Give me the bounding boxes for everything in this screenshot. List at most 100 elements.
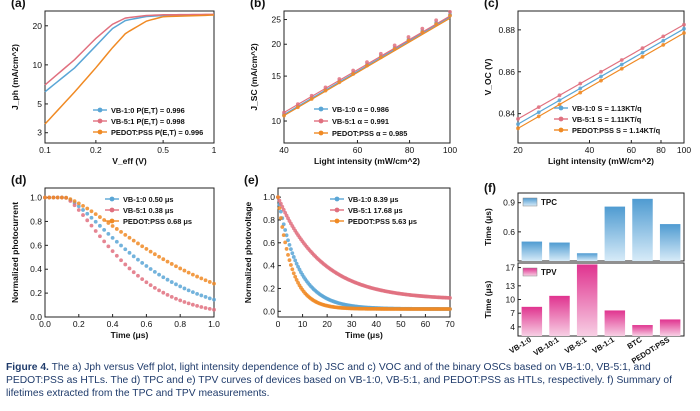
panel-label-c: (c): [484, 0, 499, 10]
data-point-d-2-54: [157, 254, 161, 259]
data-point-e-2-8: [287, 258, 292, 263]
data-point-b-2-2: [309, 97, 314, 101]
data-point-e-1-5: [283, 210, 288, 215]
data-point-d-0-56: [161, 275, 166, 280]
data-point-e-1-120: [448, 296, 452, 300]
data-point-d-0-44: [136, 257, 140, 262]
data-point-d-2-8: [60, 195, 64, 200]
y-tick-label-b-3: 25: [272, 15, 282, 25]
data-point-d-1-34: [114, 253, 119, 258]
data-point-d-2-32: [110, 224, 115, 228]
legend-swatch-f-tpc: [522, 197, 538, 207]
data-point-d-1-62: [174, 296, 178, 301]
data-point-d-0-60: [169, 280, 174, 284]
legend-swatch-f-tpv: [522, 267, 538, 277]
x-tick-label-e-3: 30: [347, 319, 357, 329]
data-point-d-1-80: [212, 307, 216, 312]
data-point-b-1-4: [337, 77, 342, 81]
y-tick-label-c-0: 0.84: [498, 109, 515, 119]
x-tick-label-f-1: VB-10:1: [532, 335, 561, 358]
y-tick-label-b-0: 10: [272, 116, 282, 126]
y-tick-label-e-2: 0.4: [263, 261, 275, 271]
panel-label-d: (d): [11, 173, 26, 187]
x-axis-label-c: Light intensity (mW/cm^2): [548, 156, 654, 166]
data-point-d-2-52: [152, 252, 157, 257]
data-point-b-1-12: [448, 10, 452, 14]
x-axis-label-e: Time (μs): [345, 330, 383, 340]
data-point-d-1-40: [127, 266, 132, 271]
legend-marker-b-0: [318, 106, 324, 112]
y-tick-label-e-1: 0.2: [263, 283, 275, 293]
data-point-d-1-70: [190, 302, 195, 307]
data-point-d-1-24: [93, 229, 98, 233]
legend-entry-c-2: PEDOT:PSS S = 1.14KT/q: [572, 126, 661, 135]
x-tick-label-f-3: VB-1:1: [591, 335, 617, 356]
data-point-d-2-62: [174, 264, 178, 269]
data-point-c-1-5: [619, 58, 624, 62]
data-point-b-1-0: [282, 110, 286, 115]
x-axis-label-a: V_eff (V): [112, 156, 147, 166]
data-point-b-1-11: [434, 18, 439, 23]
data-point-d-1-22: [89, 223, 94, 228]
data-point-d-0-74: [199, 293, 204, 298]
data-point-d-0-78: [207, 296, 212, 301]
bar-tpc-vb-5-1: [576, 253, 598, 261]
data-point-d-2-2: [47, 195, 52, 200]
data-point-c-2-2: [557, 102, 562, 107]
data-point-d-0-70: [190, 290, 195, 295]
y-tick-label-d-1: 0.2: [30, 288, 42, 298]
plot-frame-b: [283, 10, 451, 144]
x-tick-label-d-2: 0.4: [107, 319, 119, 329]
legend-entry-d-0: VB-1:0 0.50 μs: [123, 195, 174, 204]
data-point-e-0-6: [284, 233, 289, 238]
data-point-d-1-68: [186, 301, 191, 306]
y-tick-label-d-4: 0.8: [30, 216, 42, 226]
data-point-c-0-5: [619, 62, 624, 67]
data-point-c-2-8: [682, 31, 686, 35]
plot-frame-d: [44, 187, 215, 318]
x-tick-label-c-0: 20: [513, 145, 523, 155]
data-point-c-2-6: [640, 54, 645, 59]
data-point-c-1-6: [640, 46, 645, 51]
y-tick-label-e-4: 0.8: [263, 215, 275, 225]
y-axis-label-b: J_SC (mA/cm^2): [249, 43, 259, 110]
data-point-b-2-9: [406, 38, 411, 43]
legend-entry-f-tpc: TPC: [541, 198, 557, 207]
y-tick-label-d-3: 0.6: [30, 240, 42, 250]
data-point-c-0-4: [599, 74, 603, 79]
data-point-d-0-22: [89, 215, 94, 220]
bar-tpv-vb-1-0: [521, 306, 543, 336]
data-point-e-2-120: [448, 307, 452, 311]
data-point-d-0-26: [98, 223, 102, 228]
data-point-d-0-66: [182, 286, 187, 291]
y-tick-label-e-0: 0.0: [263, 306, 275, 316]
x-tick-label-f-2: VB-5:1: [563, 335, 589, 356]
data-point-d-2-40: [127, 235, 132, 240]
data-point-e-0-5: [283, 228, 288, 232]
x-tick-label-e-7: 70: [445, 319, 455, 329]
data-point-c-2-4: [599, 78, 603, 83]
bar-tpv-vb-1-1: [604, 310, 626, 336]
bar-tpv-btc: [632, 325, 653, 336]
bar-tpc-vb-1-1: [604, 206, 626, 261]
data-point-d-0-28: [102, 227, 107, 232]
legend-entry-c-1: VB-5:1 S = 1.11KT/q: [572, 115, 642, 124]
y-tick-label-b-1: 15: [272, 71, 282, 81]
data-point-d-0-62: [174, 282, 178, 287]
panel-label-f: (f): [484, 181, 496, 195]
data-point-e-0-7: [286, 238, 290, 243]
data-point-d-2-22: [89, 209, 94, 214]
data-point-d-0-30: [106, 231, 111, 236]
data-point-d-2-14: [72, 199, 77, 204]
plot-frame-c: [517, 10, 685, 144]
x-tick-label-f-0: VB-1:0: [508, 335, 533, 355]
data-point-d-1-32: [110, 249, 115, 254]
bar-tpc-vb-1-0: [521, 241, 543, 261]
data-point-e-1-2: [278, 201, 283, 206]
data-point-d-1-78: [207, 306, 212, 311]
data-point-d-2-60: [169, 262, 174, 266]
data-point-d-2-38: [123, 232, 128, 237]
bar-tpv-vb-5-1: [576, 264, 598, 336]
plot-frame-e: [277, 187, 451, 318]
bar-tpv-pedot-pss: [659, 319, 681, 336]
